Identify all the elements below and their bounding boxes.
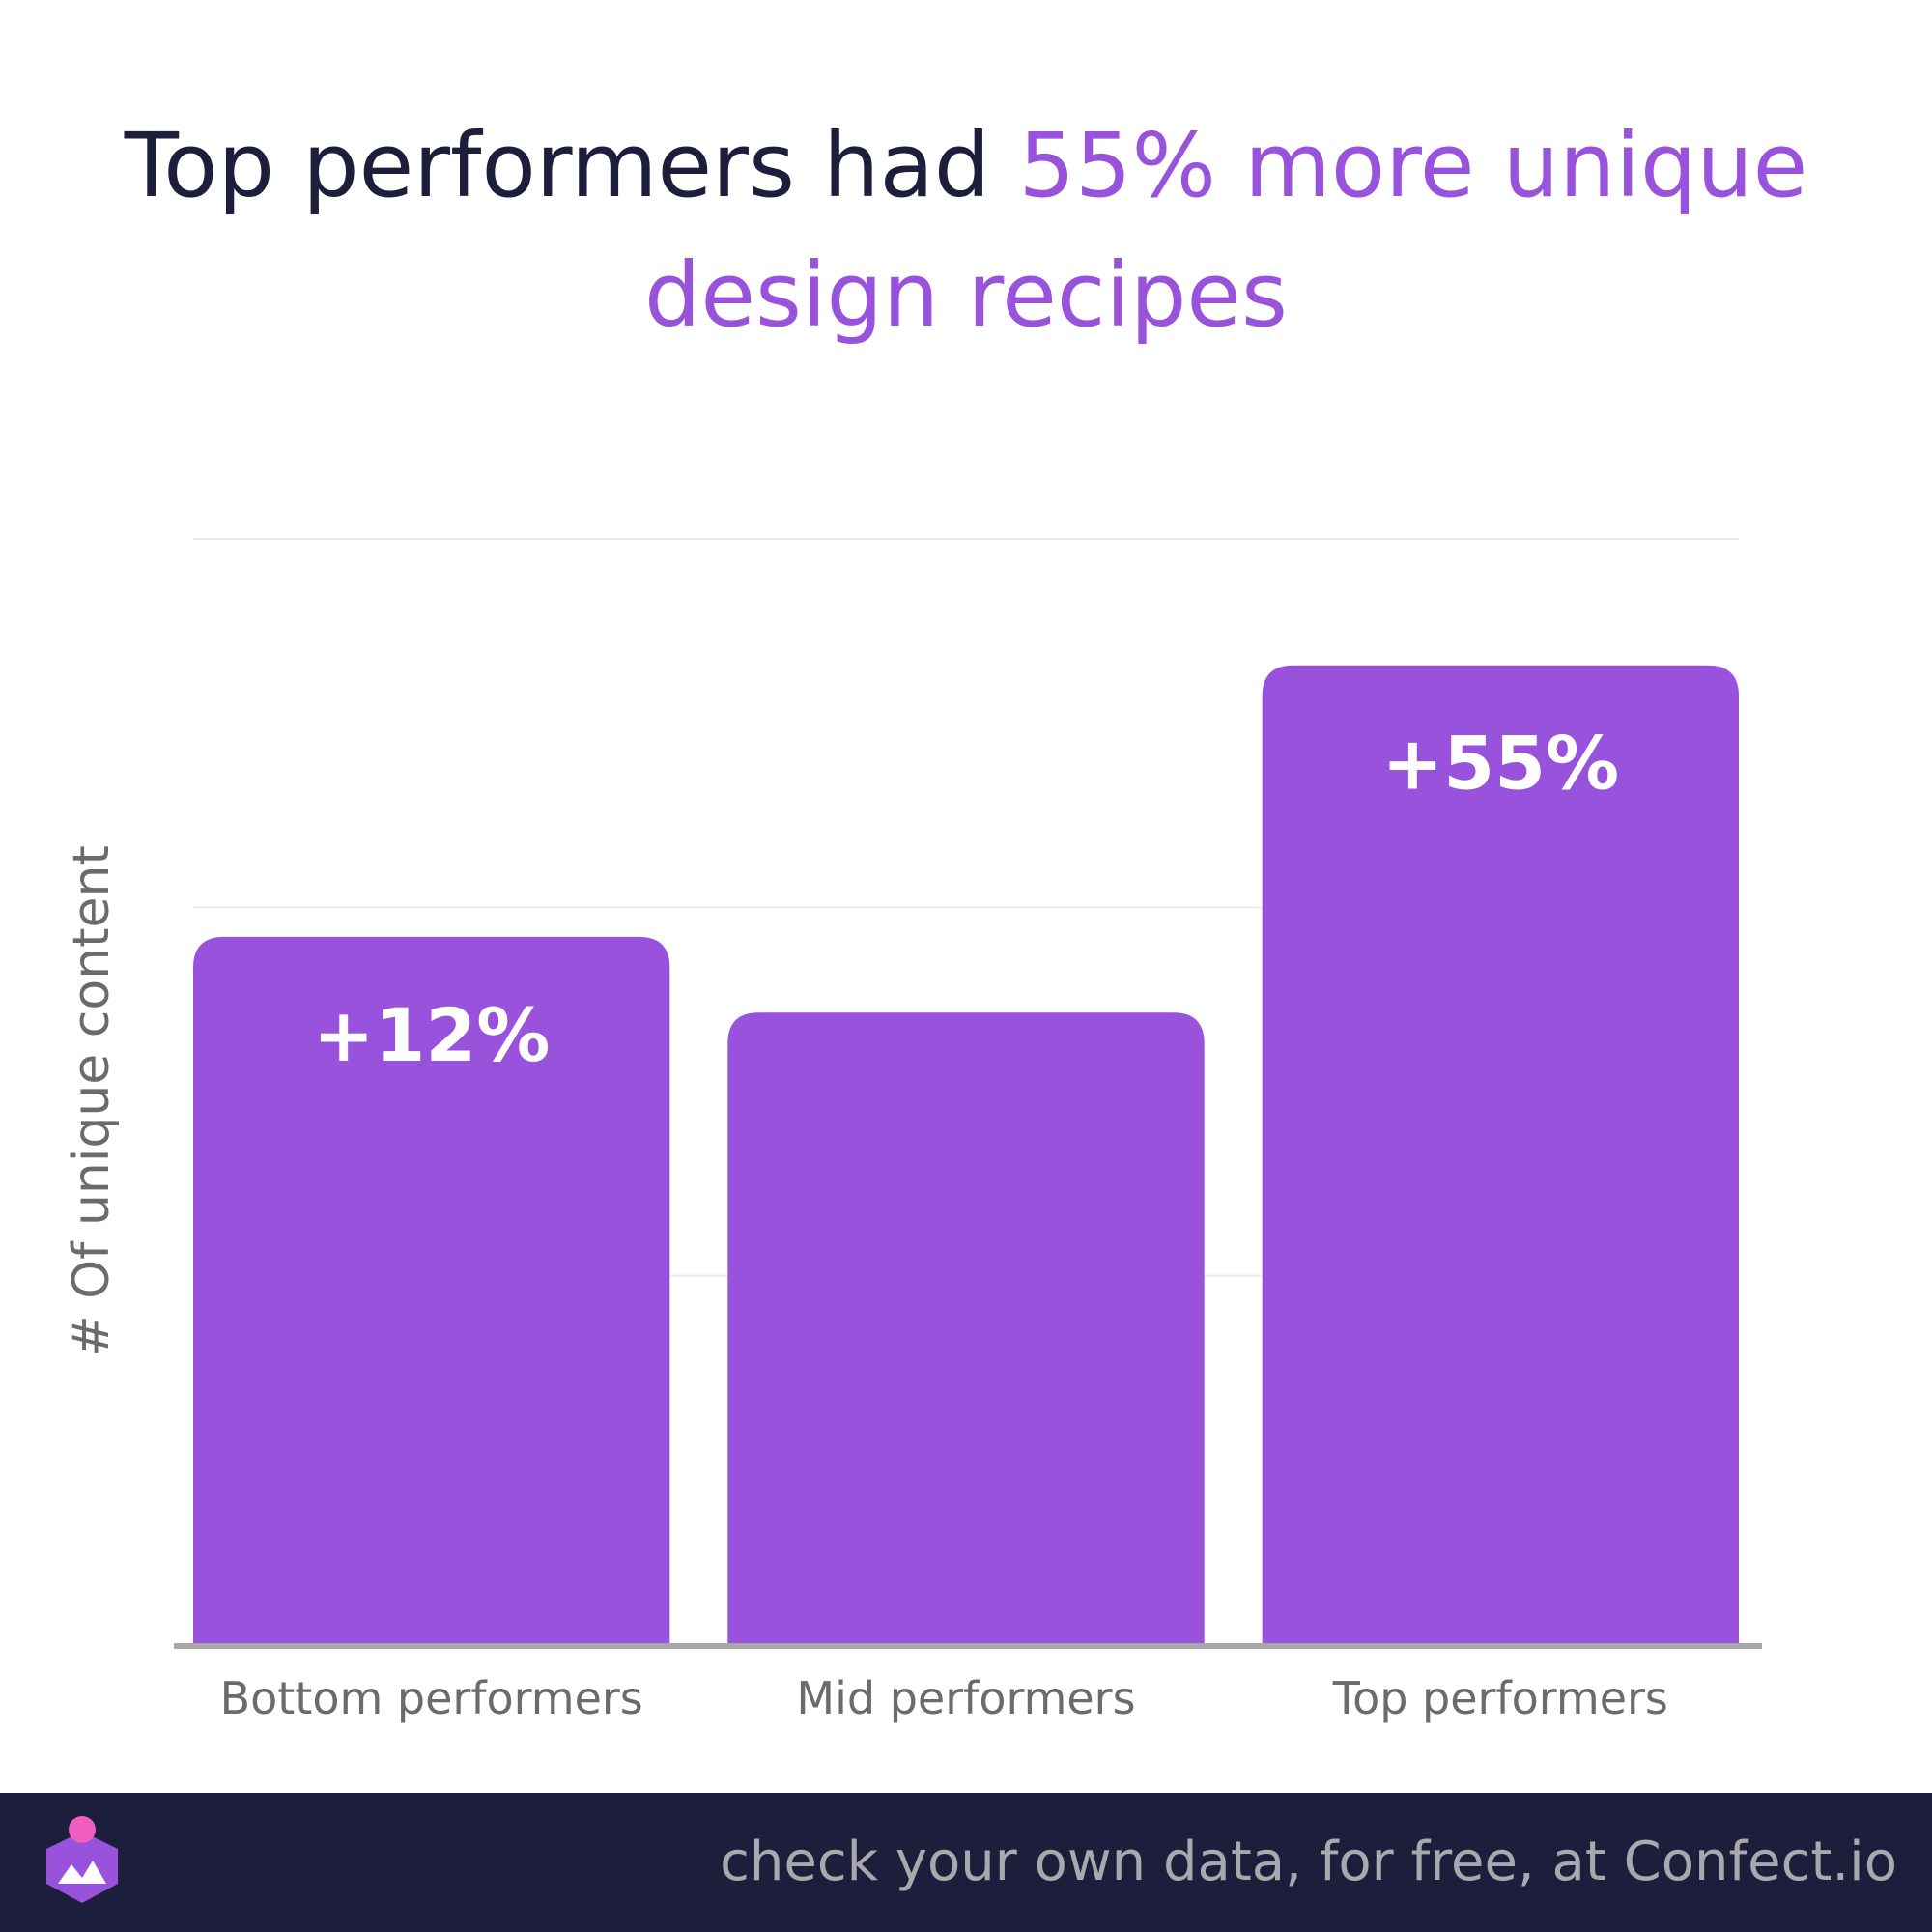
footer-bar: check your own data, for free, at Confec… [0,1793,1932,1932]
confect-logo-icon[interactable] [39,1814,126,1911]
x-tick-label: Bottom performers [220,1672,643,1724]
chart-title: Top performers had 55% more unique desig… [0,101,1932,360]
bar-chart: +12% +55% Bottom performers Mid performers… [63,538,1762,1724]
footer-tagline[interactable]: check your own data, for free, at Confec… [720,1831,1897,1893]
x-tick-label: Top performers [1332,1672,1668,1724]
y-axis-label: # Of unique content [63,845,121,1357]
title-line-1: Top performers had 55% more unique [0,101,1932,231]
title-accent-2: design recipes [644,243,1288,347]
title-plain: Top performers had [124,114,1019,217]
data-label: +55% [1382,721,1620,807]
bar-mid-performers [727,1012,1205,1644]
bar-top-performers [1262,665,1739,1644]
bars [193,665,1739,1644]
x-tick-label: Mid performers [796,1672,1135,1724]
data-label: +12% [313,992,551,1078]
x-tick-labels: Bottom performers Mid performers Top perfo… [220,1672,1668,1724]
data-labels: +12% +55% [313,721,1619,1078]
bar-bottom-performers [193,936,670,1644]
title-accent-1: 55% more unique [1018,114,1808,217]
